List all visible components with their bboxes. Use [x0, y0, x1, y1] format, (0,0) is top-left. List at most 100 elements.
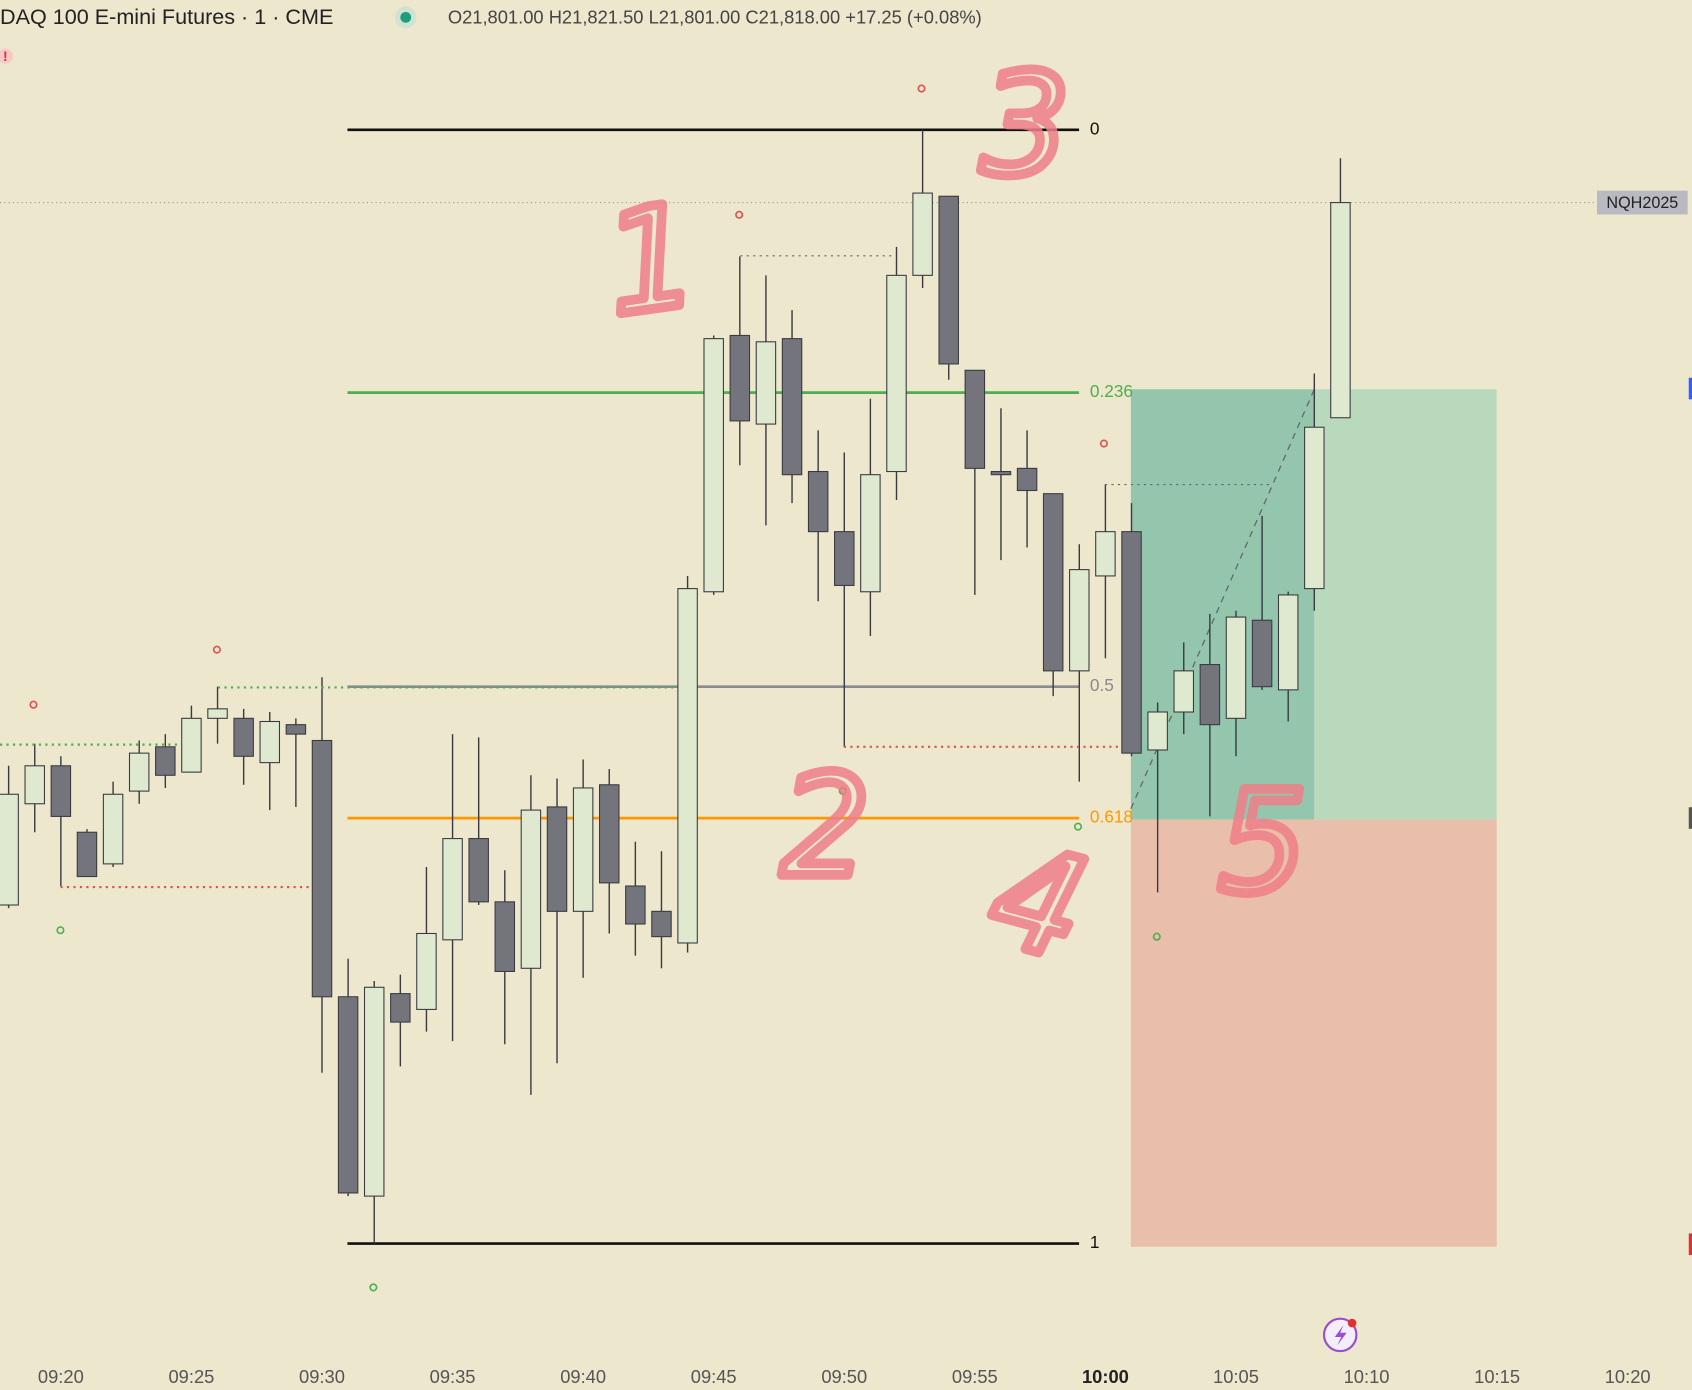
- x-tick-label: 09:30: [299, 1366, 345, 1387]
- candle-body: [128, 752, 150, 792]
- alert-icon: [0, 48, 13, 64]
- candle-body: [781, 338, 803, 476]
- candle-body: [1147, 711, 1168, 751]
- candle-body: [1199, 663, 1221, 726]
- x-tick-label: 09:50: [821, 1366, 867, 1387]
- candle-body: [50, 765, 72, 817]
- fib-label: 0.236: [1090, 381, 1133, 401]
- notification-dot: [1347, 1318, 1357, 1328]
- pivot-high: [29, 700, 38, 709]
- candle-body: [990, 470, 1012, 476]
- plot: 0 0.236 0.5 0.618 1 NQH2025 09:20 09:25 09:30 09:…: [0, 118, 1688, 1387]
- fib-label: 0.618: [1090, 807, 1133, 827]
- candle-body: [259, 720, 281, 764]
- x-tick-label: 10:05: [1213, 1366, 1259, 1387]
- candle-body: [181, 717, 202, 773]
- pivot-high: [735, 210, 744, 219]
- fib-label: 0: [1090, 118, 1100, 138]
- candle-body: [651, 910, 672, 938]
- candle-body: [1095, 531, 1116, 577]
- pivot-high: [212, 645, 221, 654]
- candle-body: [807, 470, 829, 533]
- candle-body: [598, 784, 620, 884]
- candle-body: [1225, 616, 1247, 719]
- alert-icon: !: [3, 48, 8, 64]
- x-tick-label: 09:55: [952, 1366, 998, 1387]
- candle-body: [207, 708, 228, 719]
- candle-body: [337, 996, 359, 1194]
- x-tick-label: 10:20: [1605, 1366, 1651, 1387]
- pivot-low: [1152, 932, 1161, 941]
- pivot-low: [56, 926, 65, 935]
- x-tick-label: 09:25: [168, 1366, 214, 1387]
- fib-label: 0.5: [1090, 675, 1114, 695]
- candle-body: [938, 195, 959, 365]
- candle-body: [233, 717, 254, 757]
- edge-marker: [1688, 1233, 1692, 1256]
- candle-body: [834, 531, 855, 586]
- candle-body: [1330, 202, 1351, 419]
- x-tick-label: 10:10: [1344, 1366, 1390, 1387]
- candle-body: [1277, 594, 1299, 691]
- candle-body: [363, 986, 385, 1197]
- candle-body: [729, 334, 751, 422]
- candle-body: [520, 809, 542, 969]
- candle-body: [494, 901, 516, 972]
- candle-body: [102, 793, 124, 865]
- price-tag: [1597, 190, 1688, 215]
- candle-body: [390, 993, 411, 1023]
- candle-body: [1042, 493, 1064, 672]
- ohlc-values: O21,801.00 H21,821.50 L21,801.00 C21,818…: [448, 6, 982, 27]
- fib-label: 1: [1090, 1232, 1100, 1252]
- candle-body: [468, 838, 489, 903]
- candle-body: [1069, 569, 1090, 672]
- candle-body: [76, 831, 98, 878]
- candle-body: [886, 274, 907, 473]
- status-dot: [400, 11, 412, 23]
- handwritten-note: 5: [1218, 762, 1307, 925]
- symbol-title: DAQ 100 E-mini Futures · 1 · CME: [0, 4, 333, 29]
- price-tag-label: NQH2025: [1606, 194, 1678, 212]
- candle-body: [572, 787, 594, 912]
- pivot-high: [1099, 439, 1108, 448]
- candle-body: [1121, 531, 1142, 754]
- target-zone: [1314, 389, 1497, 820]
- candle-body: [755, 341, 777, 425]
- pivot-lines: [0, 255, 1274, 889]
- x-tick-label: 09:35: [430, 1366, 476, 1387]
- x-tick-label: 09:40: [560, 1366, 606, 1387]
- candle-body: [677, 588, 698, 944]
- candle-body: [155, 746, 176, 776]
- x-tick-label: 09:45: [691, 1366, 737, 1387]
- pivot-markers: [29, 84, 1161, 1292]
- lightning-icon: [1334, 1325, 1347, 1346]
- pivot-low: [838, 786, 847, 796]
- candle-body: [1251, 619, 1273, 688]
- candle-body: [416, 932, 437, 1010]
- candle-body: [625, 885, 646, 925]
- x-tick-label: 10:15: [1474, 1366, 1520, 1387]
- pivot-low: [369, 1283, 378, 1292]
- candle-body: [1304, 426, 1325, 590]
- candle-body: [546, 806, 568, 912]
- x-tick-label: 10:00: [1082, 1366, 1129, 1387]
- candle-body: [285, 724, 307, 735]
- candle-body: [24, 765, 45, 805]
- candle-body: [1173, 670, 1195, 713]
- candle-body: [0, 793, 19, 906]
- candle-body: [860, 474, 881, 593]
- candle-body: [703, 338, 724, 593]
- x-tick-label: 09:20: [38, 1366, 84, 1387]
- handwritten-note: 2: [781, 746, 870, 909]
- edge-marker: [1688, 377, 1692, 400]
- edge-marker: [1688, 807, 1692, 829]
- candle-body: [912, 192, 933, 276]
- candle-body: [442, 838, 463, 941]
- candle-body: [311, 739, 333, 998]
- candle-body: [1016, 467, 1038, 492]
- handwritten-note: 3: [981, 45, 1070, 208]
- candle-body: [964, 369, 986, 469]
- pivot-low: [1073, 822, 1083, 831]
